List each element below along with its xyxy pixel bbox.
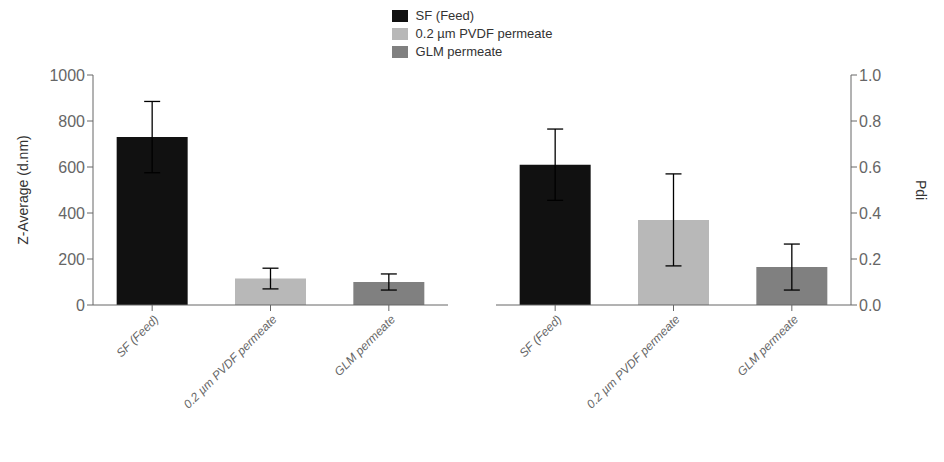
svg-text:0: 0 <box>76 297 85 314</box>
svg-text:0.4: 0.4 <box>859 205 881 222</box>
svg-text:0.2 µm PVDF permeate: 0.2 µm PVDF permeate <box>584 312 683 411</box>
svg-text:800: 800 <box>58 113 85 130</box>
svg-text:GLM permeate: GLM permeate <box>332 312 399 379</box>
svg-text:0.0: 0.0 <box>859 297 881 314</box>
svg-text:Pdi: Pdi <box>913 180 929 200</box>
svg-text:0.8: 0.8 <box>859 113 881 130</box>
html-text:GLM permeate: GLM permeate <box>415 44 503 59</box>
svg-text:200: 200 <box>58 251 85 268</box>
svg-text:1000: 1000 <box>49 67 85 84</box>
svg-text:0.6: 0.6 <box>859 159 881 176</box>
svg-text:0.2: 0.2 <box>859 251 881 268</box>
svg-text:600: 600 <box>58 159 85 176</box>
svg-text:400: 400 <box>58 205 85 222</box>
svg-text:0.2 µm PVDF permeate: 0.2 µm PVDF permeate <box>181 312 280 411</box>
html-text:0.2 µm PVDF permeate: 0.2 µm PVDF permeate <box>415 26 553 41</box>
svg-text:1.0: 1.0 <box>859 67 881 84</box>
svg-text:GLM permeate: GLM permeate <box>735 312 802 379</box>
svg-text:Z-Average (d.nm): Z-Average (d.nm) <box>15 135 31 244</box>
svg-text:SF (Feed): SF (Feed) <box>516 312 564 360</box>
svg-text:SF (Feed): SF (Feed) <box>113 312 161 360</box>
html-text:SF (Feed): SF (Feed) <box>415 8 475 23</box>
